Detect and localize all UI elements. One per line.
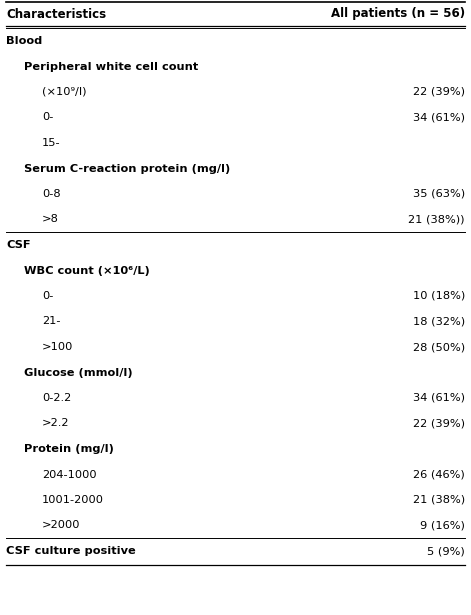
Text: 34 (61%): 34 (61%): [413, 393, 465, 403]
Text: 28 (50%): 28 (50%): [413, 342, 465, 352]
Text: 35 (63%): 35 (63%): [413, 189, 465, 199]
Text: 5 (9%): 5 (9%): [427, 546, 465, 556]
Text: Peripheral white cell count: Peripheral white cell count: [24, 62, 198, 71]
Text: >2.2: >2.2: [42, 418, 70, 429]
Text: 0-8: 0-8: [42, 189, 61, 199]
Text: Glucose (mmol/l): Glucose (mmol/l): [24, 368, 133, 378]
Text: 18 (32%): 18 (32%): [413, 317, 465, 327]
Text: 0-2.2: 0-2.2: [42, 393, 71, 403]
Text: 26 (46%): 26 (46%): [413, 469, 465, 480]
Text: 0-: 0-: [42, 113, 53, 122]
Text: Blood: Blood: [6, 36, 42, 46]
Text: >8: >8: [42, 215, 59, 224]
Text: 22 (39%): 22 (39%): [413, 418, 465, 429]
Text: 21 (38%)): 21 (38%)): [408, 215, 465, 224]
Text: 21 (38%): 21 (38%): [413, 495, 465, 505]
Text: 34 (61%): 34 (61%): [413, 113, 465, 122]
Text: Protein (mg/l): Protein (mg/l): [24, 444, 114, 454]
Text: 22 (39%): 22 (39%): [413, 87, 465, 97]
Text: (×10⁹/l): (×10⁹/l): [42, 87, 87, 97]
Text: 21-: 21-: [42, 317, 60, 327]
Text: 15-: 15-: [42, 138, 61, 148]
Text: 0-: 0-: [42, 291, 53, 301]
Text: CSF: CSF: [6, 240, 31, 250]
Text: 9 (16%): 9 (16%): [420, 520, 465, 531]
Text: 10 (18%): 10 (18%): [413, 291, 465, 301]
Text: >2000: >2000: [42, 520, 81, 531]
Text: WBC count (×10⁶/L): WBC count (×10⁶/L): [24, 266, 150, 276]
Text: CSF culture positive: CSF culture positive: [6, 546, 136, 556]
Text: 1001-2000: 1001-2000: [42, 495, 104, 505]
Text: >100: >100: [42, 342, 73, 352]
Text: All patients (n = 56): All patients (n = 56): [331, 7, 465, 20]
Text: 204-1000: 204-1000: [42, 469, 97, 480]
Text: Serum C-reaction protein (mg/l): Serum C-reaction protein (mg/l): [24, 164, 230, 173]
Text: Characteristics: Characteristics: [6, 7, 106, 20]
